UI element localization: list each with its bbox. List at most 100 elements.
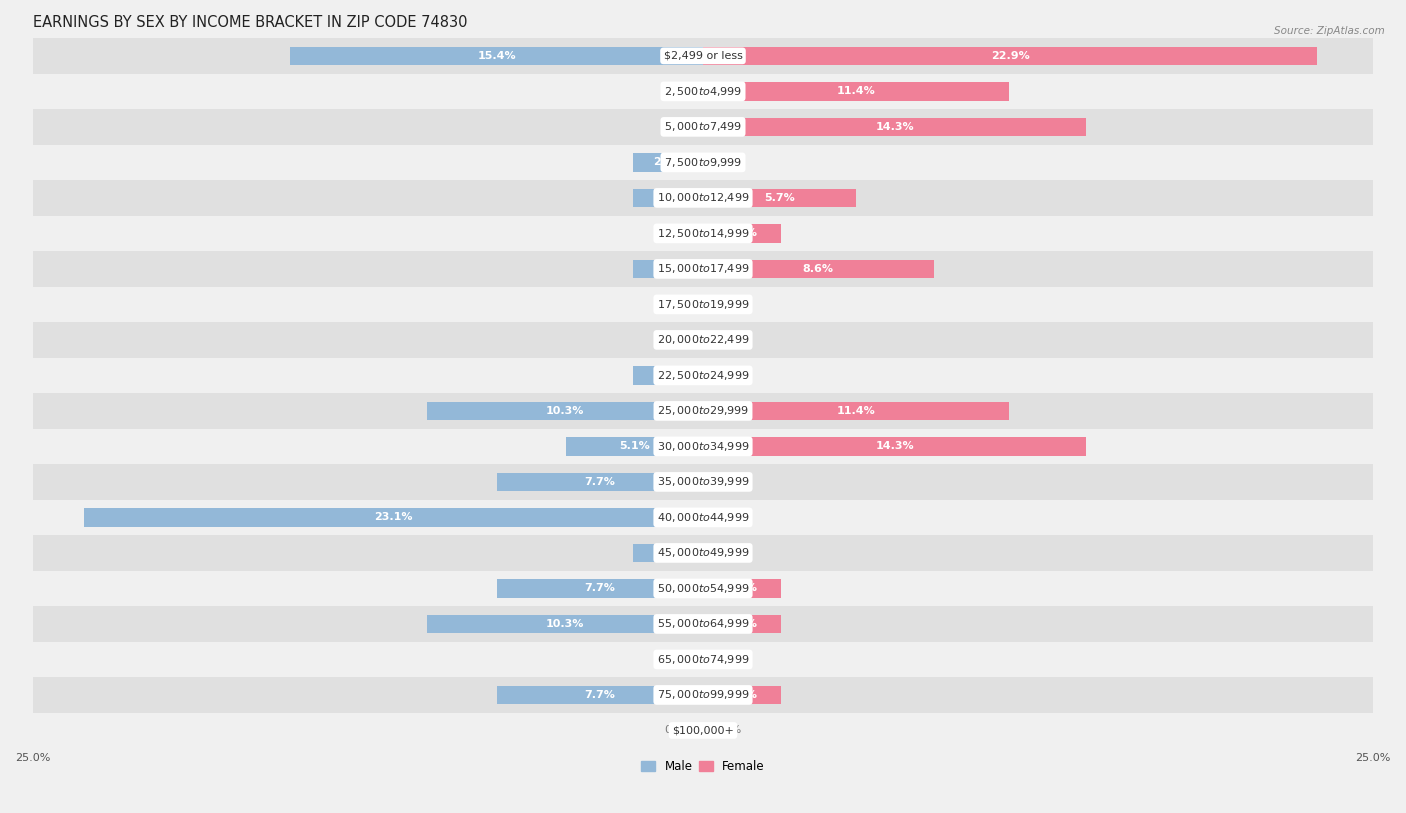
Text: 7.7%: 7.7% bbox=[585, 690, 616, 700]
Text: 0.0%: 0.0% bbox=[714, 725, 742, 736]
Bar bbox=[633, 366, 703, 385]
Bar bbox=[633, 259, 703, 278]
Text: 2.9%: 2.9% bbox=[727, 690, 758, 700]
Text: $2,499 or less: $2,499 or less bbox=[664, 51, 742, 61]
Bar bbox=[703, 189, 856, 207]
Bar bbox=[32, 251, 1374, 287]
Text: 0.0%: 0.0% bbox=[664, 725, 692, 736]
Bar bbox=[32, 641, 1374, 677]
Bar bbox=[32, 464, 1374, 500]
Text: 2.6%: 2.6% bbox=[652, 264, 683, 274]
Text: 2.9%: 2.9% bbox=[727, 228, 758, 238]
Bar bbox=[32, 677, 1374, 713]
Text: $35,000 to $39,999: $35,000 to $39,999 bbox=[657, 476, 749, 489]
Bar bbox=[703, 82, 1008, 101]
Bar bbox=[32, 145, 1374, 180]
Text: 0.0%: 0.0% bbox=[664, 228, 692, 238]
Text: 0.0%: 0.0% bbox=[664, 86, 692, 97]
Bar bbox=[703, 579, 780, 598]
Text: 0.0%: 0.0% bbox=[714, 158, 742, 167]
Text: $45,000 to $49,999: $45,000 to $49,999 bbox=[657, 546, 749, 559]
Text: 0.0%: 0.0% bbox=[714, 654, 742, 664]
Text: 14.3%: 14.3% bbox=[876, 122, 914, 132]
Text: 0.0%: 0.0% bbox=[714, 477, 742, 487]
Text: $25,000 to $29,999: $25,000 to $29,999 bbox=[657, 404, 749, 417]
Text: $12,500 to $14,999: $12,500 to $14,999 bbox=[657, 227, 749, 240]
Text: 0.0%: 0.0% bbox=[714, 512, 742, 523]
Text: 0.0%: 0.0% bbox=[714, 335, 742, 345]
Bar bbox=[427, 615, 703, 633]
Text: 22.9%: 22.9% bbox=[991, 51, 1029, 61]
Text: 2.6%: 2.6% bbox=[652, 371, 683, 380]
Text: $10,000 to $12,499: $10,000 to $12,499 bbox=[657, 191, 749, 204]
Text: $40,000 to $44,999: $40,000 to $44,999 bbox=[657, 511, 749, 524]
Text: $75,000 to $99,999: $75,000 to $99,999 bbox=[657, 689, 749, 702]
Text: 0.0%: 0.0% bbox=[714, 548, 742, 558]
Text: 0.0%: 0.0% bbox=[664, 299, 692, 310]
Text: 14.3%: 14.3% bbox=[876, 441, 914, 451]
Text: 8.6%: 8.6% bbox=[803, 264, 834, 274]
Text: $20,000 to $22,499: $20,000 to $22,499 bbox=[657, 333, 749, 346]
Text: 7.7%: 7.7% bbox=[585, 584, 616, 593]
Bar bbox=[703, 259, 934, 278]
Bar bbox=[32, 109, 1374, 145]
Bar bbox=[32, 358, 1374, 393]
Text: 11.4%: 11.4% bbox=[837, 86, 875, 97]
Text: 0.0%: 0.0% bbox=[714, 299, 742, 310]
Text: 2.6%: 2.6% bbox=[652, 158, 683, 167]
Bar bbox=[496, 685, 703, 704]
Legend: Male, Female: Male, Female bbox=[637, 755, 769, 778]
Bar bbox=[703, 224, 780, 242]
Text: 0.0%: 0.0% bbox=[664, 335, 692, 345]
Bar bbox=[32, 180, 1374, 215]
Text: $17,500 to $19,999: $17,500 to $19,999 bbox=[657, 298, 749, 311]
Bar bbox=[427, 402, 703, 420]
Bar bbox=[32, 322, 1374, 358]
Text: 10.3%: 10.3% bbox=[546, 619, 583, 629]
Text: 7.7%: 7.7% bbox=[585, 477, 616, 487]
Bar bbox=[703, 46, 1317, 65]
Text: 5.7%: 5.7% bbox=[763, 193, 794, 203]
Bar bbox=[32, 713, 1374, 748]
Bar bbox=[32, 393, 1374, 428]
Bar bbox=[32, 500, 1374, 535]
Text: 0.0%: 0.0% bbox=[664, 654, 692, 664]
Bar bbox=[633, 544, 703, 562]
Text: $65,000 to $74,999: $65,000 to $74,999 bbox=[657, 653, 749, 666]
Text: 2.9%: 2.9% bbox=[727, 619, 758, 629]
Text: 5.1%: 5.1% bbox=[619, 441, 650, 451]
Bar bbox=[290, 46, 703, 65]
Text: 2.9%: 2.9% bbox=[727, 584, 758, 593]
Bar bbox=[32, 428, 1374, 464]
Text: $30,000 to $34,999: $30,000 to $34,999 bbox=[657, 440, 749, 453]
Text: $2,500 to $4,999: $2,500 to $4,999 bbox=[664, 85, 742, 98]
Bar bbox=[703, 118, 1087, 136]
Bar bbox=[703, 437, 1087, 455]
Bar bbox=[567, 437, 703, 455]
Text: $55,000 to $64,999: $55,000 to $64,999 bbox=[657, 617, 749, 630]
Bar bbox=[703, 615, 780, 633]
Bar bbox=[496, 579, 703, 598]
Text: EARNINGS BY SEX BY INCOME BRACKET IN ZIP CODE 74830: EARNINGS BY SEX BY INCOME BRACKET IN ZIP… bbox=[32, 15, 467, 30]
Bar bbox=[703, 685, 780, 704]
Bar bbox=[32, 571, 1374, 606]
Bar bbox=[32, 287, 1374, 322]
Bar bbox=[496, 472, 703, 491]
Bar bbox=[32, 215, 1374, 251]
Bar bbox=[32, 38, 1374, 74]
Text: $7,500 to $9,999: $7,500 to $9,999 bbox=[664, 156, 742, 169]
Bar bbox=[633, 153, 703, 172]
Bar bbox=[32, 606, 1374, 641]
Text: 0.0%: 0.0% bbox=[714, 371, 742, 380]
Text: $50,000 to $54,999: $50,000 to $54,999 bbox=[657, 582, 749, 595]
Text: 11.4%: 11.4% bbox=[837, 406, 875, 416]
Text: 2.6%: 2.6% bbox=[652, 193, 683, 203]
Bar bbox=[32, 74, 1374, 109]
Text: 2.6%: 2.6% bbox=[652, 548, 683, 558]
Bar bbox=[703, 402, 1008, 420]
Bar bbox=[633, 189, 703, 207]
Text: $15,000 to $17,499: $15,000 to $17,499 bbox=[657, 263, 749, 276]
Text: 10.3%: 10.3% bbox=[546, 406, 583, 416]
Text: Source: ZipAtlas.com: Source: ZipAtlas.com bbox=[1274, 26, 1385, 36]
Text: 0.0%: 0.0% bbox=[664, 122, 692, 132]
